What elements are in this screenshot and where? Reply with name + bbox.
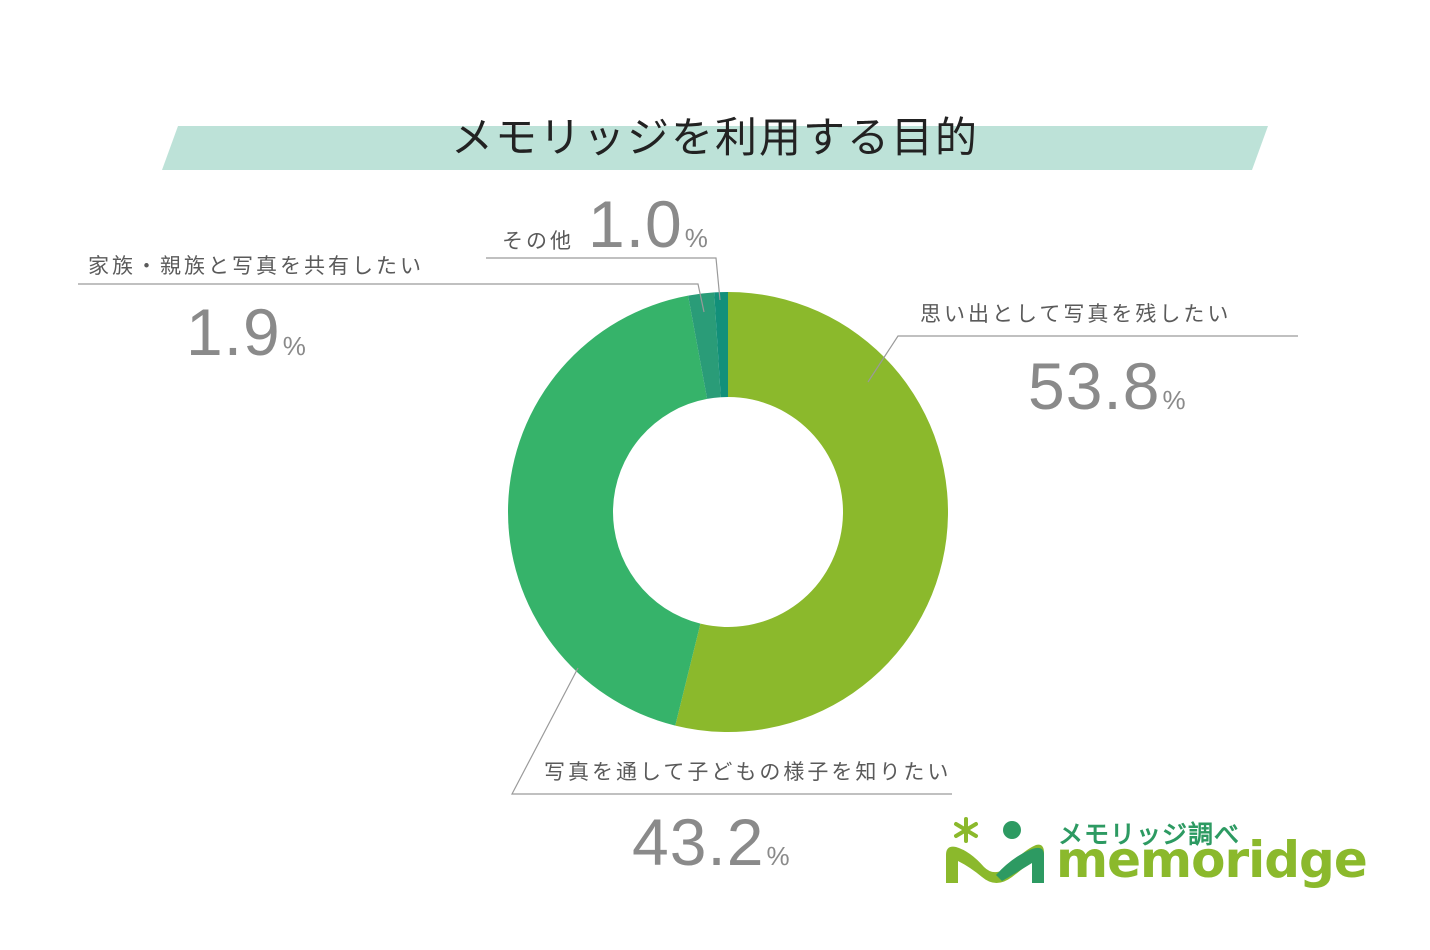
figure-right-icon <box>996 847 1044 883</box>
value-memories-number: 53.8 <box>1028 349 1161 423</box>
logo-tagline: メモリッジ調べ <box>1058 820 1241 849</box>
leader-other <box>486 257 721 301</box>
leader-memories <box>867 335 1298 383</box>
value-other-number: 1.0 <box>588 187 683 261</box>
slice-memories <box>675 292 948 733</box>
logo-brand: memoridge <box>1056 831 1368 889</box>
asterisk-icon <box>954 817 978 843</box>
slice-children <box>507 295 708 726</box>
label-other: その他 <box>502 229 574 253</box>
value-memories: 53.8% <box>1028 348 1186 424</box>
memoridge-mascot-icon <box>946 817 1044 883</box>
slice-other <box>714 292 728 398</box>
value-family-number: 1.9 <box>186 295 281 369</box>
label-memories: 思い出として写真を残したい <box>920 302 1232 326</box>
label-children: 写真を通して子どもの様子を知りたい <box>544 760 952 784</box>
value-children: 43.2% <box>632 804 790 880</box>
value-family-unit: % <box>282 331 306 361</box>
label-family: 家族・親族と写真を共有したい <box>88 254 424 278</box>
title-band-shape <box>162 126 1268 170</box>
value-memories-unit: % <box>1162 385 1186 415</box>
value-other: 1.0% <box>588 186 708 262</box>
chart-title: メモリッジを利用する目的 <box>450 113 979 162</box>
value-family: 1.9% <box>186 294 306 370</box>
leader-family <box>78 283 705 313</box>
slice-family <box>688 292 721 399</box>
value-other-unit: % <box>684 223 708 253</box>
value-children-unit: % <box>766 841 790 871</box>
memoridge-logo: メモリッジ調べ memoridge <box>940 815 1368 895</box>
value-children-number: 43.2 <box>632 805 765 879</box>
leader-children <box>511 667 952 795</box>
head-icon <box>1003 821 1021 839</box>
